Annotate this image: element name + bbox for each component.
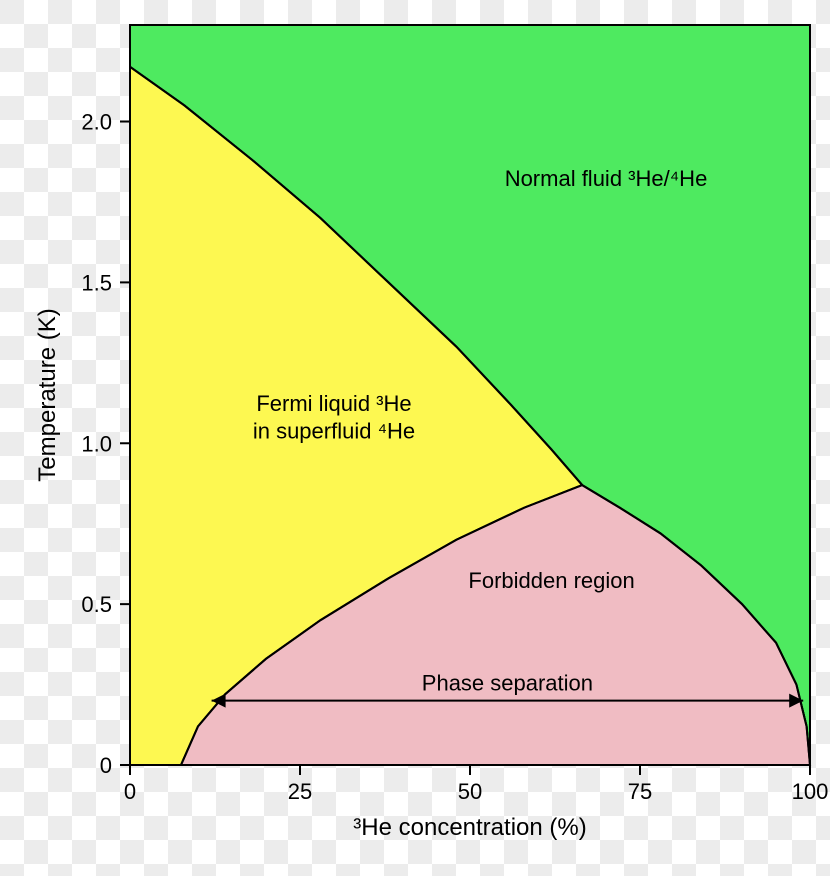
region-label-forbidden: Forbidden region: [468, 568, 634, 593]
plot-area: 0 25 50 75 100 0 0.5 1.0 1.5 2.0 Temperature (K) ³H…: [34, 25, 828, 841]
x-axis-label: ³He concentration (%): [353, 814, 586, 841]
x-tick-label: 100: [792, 779, 829, 804]
x-tick-label: 25: [288, 779, 312, 804]
y-tick-label: 0: [100, 753, 112, 778]
y-tick-label: 2.0: [81, 110, 112, 135]
x-tick-label: 0: [124, 779, 136, 804]
region-label-normal: Normal fluid ³He/⁴He: [505, 166, 708, 191]
y-tick-label: 0.5: [81, 592, 112, 617]
region-label-fermi: Fermi liquid ³He: [256, 391, 411, 416]
phase-separation-label: Phase separation: [422, 671, 593, 696]
y-tick-label: 1.0: [81, 431, 112, 456]
chart-svg: 0 25 50 75 100 0 0.5 1.0 1.5 2.0 Temperature (K) ³H…: [0, 0, 830, 876]
x-tick-label: 50: [458, 779, 482, 804]
y-tick-label: 1.5: [81, 270, 112, 295]
region-label-fermi-2: in superfluid ⁴He: [253, 419, 415, 444]
x-tick-label: 75: [628, 779, 652, 804]
phase-diagram: 0 25 50 75 100 0 0.5 1.0 1.5 2.0 Temperature (K) ³H…: [0, 0, 830, 876]
y-axis-label: Temperature (K): [34, 308, 61, 481]
